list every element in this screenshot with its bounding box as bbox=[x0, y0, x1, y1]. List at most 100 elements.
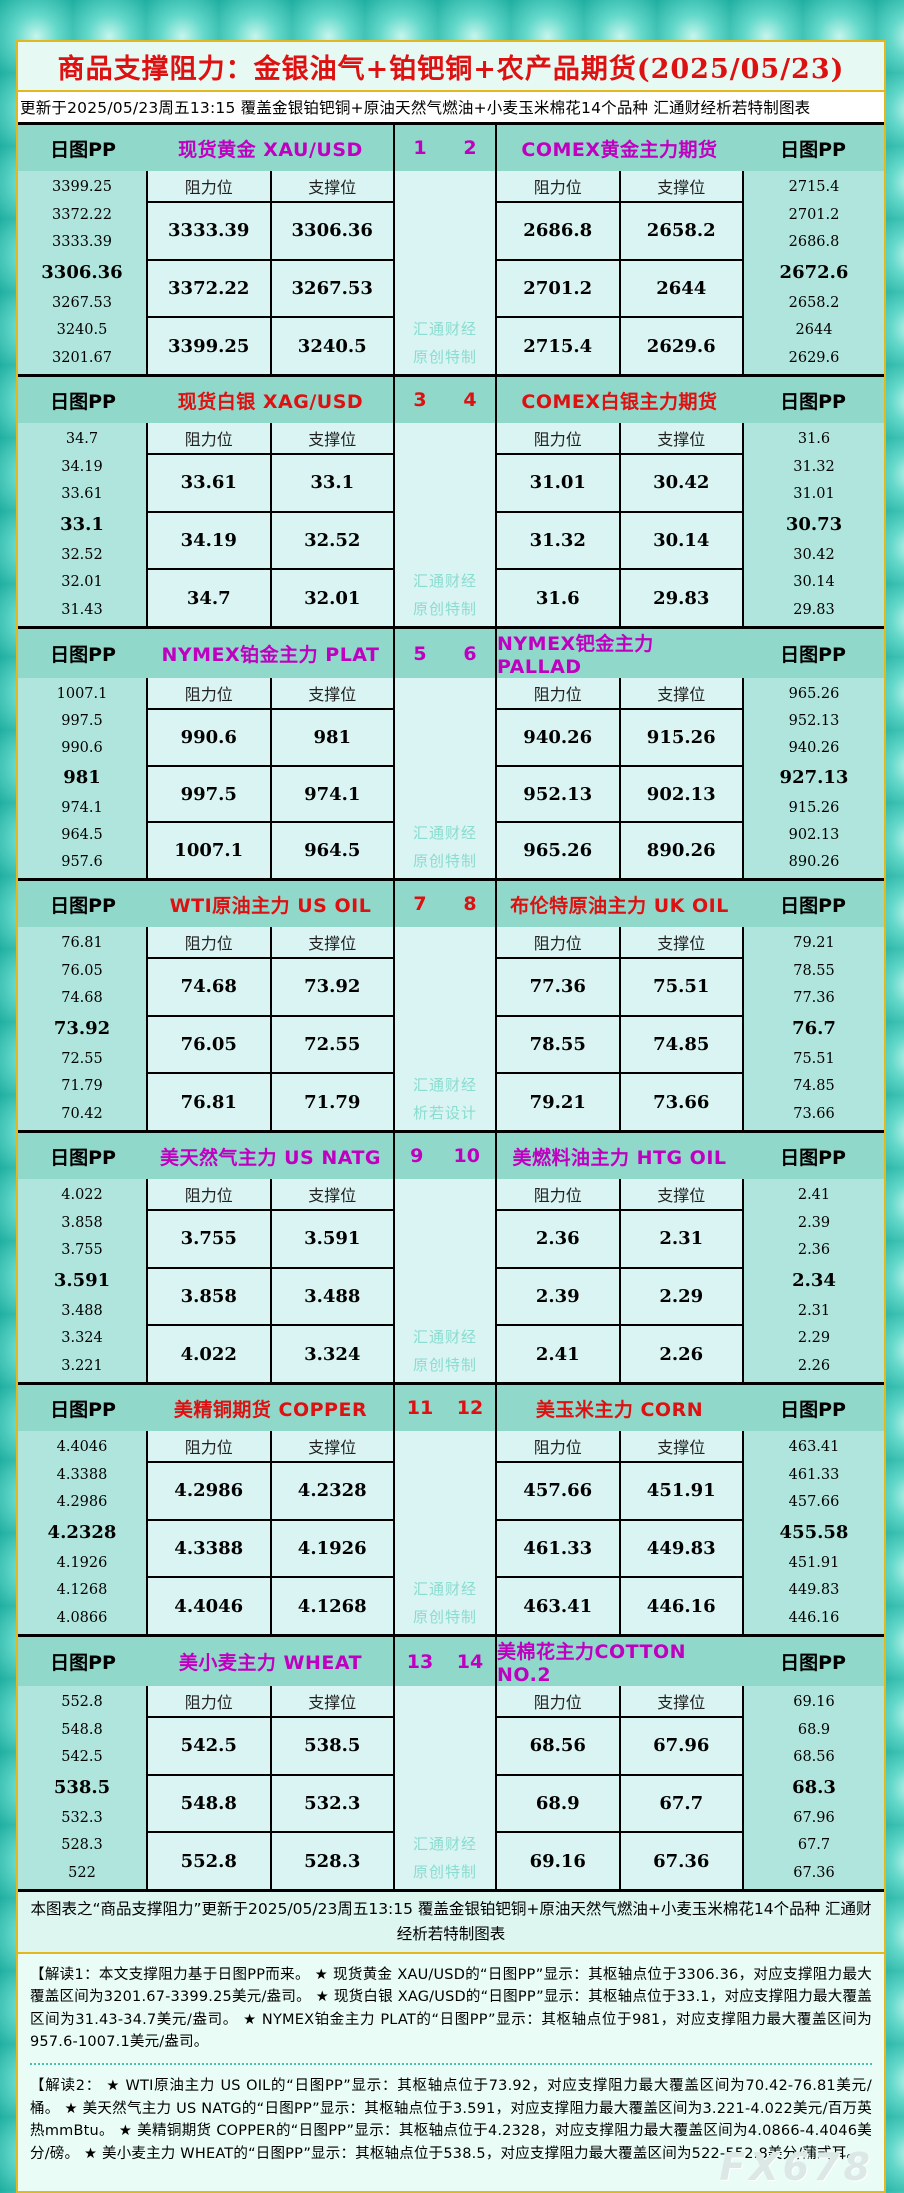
resistance-column-header: 阻力位 bbox=[148, 1431, 272, 1461]
table-row: 2.39 2.29 bbox=[497, 1268, 742, 1327]
section-index-right: 6 bbox=[463, 642, 477, 665]
left-instrument-title: 现货黄金 XAU/USD bbox=[178, 138, 363, 161]
levels-table-header: 阻力位 支撑位 bbox=[148, 423, 393, 455]
pp-column-right: 463.41 461.33 457.66 455.58 451.91 449.8… bbox=[742, 1431, 884, 1634]
resistance-value: 4.2986 bbox=[148, 1463, 272, 1519]
pp-header-left: 日图PP bbox=[50, 1652, 116, 1674]
pp-value: 69.16 bbox=[793, 1693, 835, 1710]
pp-value: 74.68 bbox=[61, 990, 103, 1007]
pp-value: 2644 bbox=[795, 322, 833, 339]
support-value: 30.42 bbox=[653, 472, 710, 494]
table-row: 78.55 74.85 bbox=[497, 1016, 742, 1075]
table-row: 2715.4 2629.6 bbox=[497, 318, 742, 375]
page-title: 商品支撑阻力：金银油气+铂钯铜+农产品期货(2025/05/23) bbox=[57, 53, 845, 85]
watermark-line2: 原创特制 bbox=[412, 852, 477, 870]
pp-value: 67.7 bbox=[797, 1837, 831, 1854]
pp-pivot-value: 981 bbox=[63, 767, 101, 789]
watermark-cell: 汇通财经 原创特制 bbox=[393, 1686, 497, 1889]
table-row: 3.858 3.488 bbox=[148, 1268, 393, 1327]
pp-value: 4.1268 bbox=[56, 1582, 108, 1599]
resistance-value: 34.19 bbox=[148, 512, 272, 569]
commodity-section: 日图PP 现货白银 XAG/USD 3 4 COMEX白银主力期货 日图PP 3… bbox=[18, 377, 884, 629]
pp-value: 73.66 bbox=[793, 1106, 835, 1123]
table-row: 76.05 72.55 bbox=[148, 1016, 393, 1075]
support-value: 4.1926 bbox=[297, 1538, 367, 1559]
pp-header-right: 日图PP bbox=[780, 1652, 846, 1674]
right-instrument-title: COMEX白银主力期货 bbox=[521, 390, 718, 413]
support-value: 3267.53 bbox=[291, 278, 373, 299]
pp-value: 522 bbox=[68, 1865, 96, 1882]
pp-value: 2701.2 bbox=[788, 206, 840, 223]
support-column-header: 支撑位 bbox=[308, 1438, 357, 1457]
pp-column-left: 552.8 548.8 542.5 538.5 532.3 528.3 522 bbox=[18, 1686, 148, 1889]
support-value: 538.5 bbox=[304, 1735, 361, 1757]
support-column-header: 支撑位 bbox=[308, 430, 357, 449]
right-levels-table: 阻力位 支撑位 940.26 915.26 952.13 902.13 965.… bbox=[497, 678, 742, 879]
pp-value: 1007.1 bbox=[56, 685, 108, 702]
left-levels-table: 阻力位 支撑位 542.5 538.5 548.8 532.3 552.8 52… bbox=[148, 1686, 393, 1890]
pp-header-left: 日图PP bbox=[50, 390, 116, 413]
table-row: 552.8 528.3 bbox=[148, 1833, 393, 1890]
resistance-value: 4.4046 bbox=[148, 1578, 272, 1635]
section-header-strip: 日图PP WTI原油主力 US OIL 7 8 布伦特原油主力 UK OIL 日… bbox=[18, 881, 884, 927]
section-body: 552.8 548.8 542.5 538.5 532.3 528.3 522 … bbox=[18, 1686, 884, 1890]
dotted-separator bbox=[30, 2063, 872, 2066]
resistance-value: 990.6 bbox=[148, 710, 272, 765]
resistance-value: 76.81 bbox=[148, 1074, 272, 1131]
section-body: 4.022 3.858 3.755 3.591 3.488 3.324 3.22… bbox=[18, 1179, 884, 1383]
support-value: 74.85 bbox=[653, 1034, 710, 1055]
table-row: 3399.25 3240.5 bbox=[148, 318, 393, 375]
support-column-header: 支撑位 bbox=[657, 1438, 706, 1457]
section-index-right: 14 bbox=[456, 1650, 484, 1673]
resistance-column-header: 阻力位 bbox=[148, 678, 272, 708]
resistance-value: 965.26 bbox=[497, 823, 621, 879]
table-row: 31.01 30.42 bbox=[497, 455, 742, 513]
pp-value: 463.41 bbox=[788, 1438, 840, 1455]
section-index-right: 2 bbox=[463, 137, 477, 159]
pp-value: 3.221 bbox=[61, 1358, 103, 1375]
pp-value: 964.5 bbox=[61, 827, 103, 844]
table-row: 2701.2 2644 bbox=[497, 260, 742, 319]
support-value: 72.55 bbox=[304, 1034, 361, 1055]
pp-value: 70.42 bbox=[61, 1106, 103, 1123]
levels-table-header: 阻力位 支撑位 bbox=[497, 423, 742, 455]
table-row: 1007.1 964.5 bbox=[148, 823, 393, 879]
pp-value: 2.39 bbox=[797, 1214, 831, 1231]
pp-column-right: 2715.4 2701.2 2686.8 2672.6 2658.2 2644 … bbox=[742, 171, 884, 374]
support-value: 974.1 bbox=[304, 783, 361, 805]
pp-pivot-value: 455.58 bbox=[779, 1521, 849, 1543]
support-value: 30.14 bbox=[653, 530, 710, 551]
pp-header-right: 日图PP bbox=[780, 390, 846, 413]
pp-value: 76.05 bbox=[61, 962, 103, 979]
levels-table-header: 阻力位 支撑位 bbox=[497, 171, 742, 203]
support-value: 2644 bbox=[656, 278, 707, 299]
section-index-cell: 13 14 bbox=[393, 1637, 497, 1686]
support-value: 32.01 bbox=[304, 587, 361, 609]
table-row: 940.26 915.26 bbox=[497, 710, 742, 767]
pp-value: 3333.39 bbox=[52, 234, 112, 251]
support-column-header: 支撑位 bbox=[657, 1186, 706, 1205]
watermark-cell: 汇通财经 原创特制 bbox=[393, 678, 497, 878]
section-body: 4.4046 4.3388 4.2986 4.2328 4.1926 4.126… bbox=[18, 1431, 884, 1635]
pp-header-right: 日图PP bbox=[780, 894, 846, 917]
pp-header-left: 日图PP bbox=[50, 1398, 116, 1421]
pp-value: 2.31 bbox=[797, 1302, 831, 1319]
table-row: 34.7 32.01 bbox=[148, 570, 393, 627]
resistance-value: 68.9 bbox=[497, 1775, 621, 1832]
resistance-value: 33.61 bbox=[148, 455, 272, 511]
section-index-left: 9 bbox=[410, 1145, 424, 1167]
pp-value: 461.33 bbox=[788, 1466, 840, 1483]
support-value: 3240.5 bbox=[297, 335, 367, 357]
resistance-value: 2715.4 bbox=[497, 318, 621, 375]
pp-value: 4.3388 bbox=[56, 1466, 108, 1483]
pp-value: 29.83 bbox=[793, 602, 835, 619]
resistance-value: 2701.2 bbox=[497, 260, 621, 317]
pp-value: 890.26 bbox=[788, 854, 840, 871]
right-instrument-title: 美棉花主力COTTON NO.2 bbox=[497, 1641, 687, 1686]
resistance-value: 3.755 bbox=[148, 1211, 272, 1267]
table-row: 463.41 446.16 bbox=[497, 1578, 742, 1635]
pp-header-right: 日图PP bbox=[780, 1398, 846, 1421]
footer-summary: 本图表之“商品支撑阻力”更新于2025/05/23周五13:15 覆盖金银铂钯铜… bbox=[18, 1892, 884, 1954]
section-body: 1007.1 997.5 990.6 981 974.1 964.5 957.6… bbox=[18, 678, 884, 879]
pp-value: 2686.8 bbox=[788, 234, 840, 251]
